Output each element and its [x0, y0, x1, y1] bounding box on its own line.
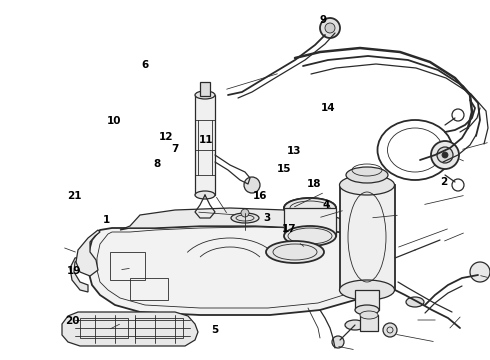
- Text: 18: 18: [306, 179, 321, 189]
- Text: 8: 8: [153, 159, 160, 169]
- Ellipse shape: [266, 241, 324, 263]
- Ellipse shape: [360, 311, 378, 319]
- Text: 9: 9: [320, 15, 327, 25]
- Ellipse shape: [284, 198, 336, 218]
- Polygon shape: [88, 226, 378, 315]
- Ellipse shape: [195, 91, 215, 99]
- Text: 3: 3: [264, 213, 270, 223]
- Bar: [360, 315, 378, 331]
- Bar: [284, 208, 336, 236]
- Text: 10: 10: [106, 116, 121, 126]
- Text: 21: 21: [67, 191, 82, 201]
- Text: 1: 1: [103, 215, 110, 225]
- Text: 13: 13: [287, 146, 301, 156]
- Bar: [200, 82, 210, 96]
- Ellipse shape: [355, 305, 379, 315]
- Polygon shape: [76, 230, 100, 276]
- Circle shape: [442, 152, 448, 158]
- Text: 17: 17: [282, 224, 296, 234]
- Polygon shape: [62, 312, 198, 346]
- Text: 2: 2: [440, 177, 447, 187]
- Ellipse shape: [284, 198, 336, 218]
- Text: 11: 11: [198, 135, 213, 145]
- Text: 12: 12: [158, 132, 173, 142]
- Circle shape: [332, 336, 344, 348]
- Ellipse shape: [346, 167, 388, 183]
- Ellipse shape: [345, 320, 365, 330]
- Text: 16: 16: [252, 191, 267, 201]
- Text: 5: 5: [211, 325, 218, 336]
- Polygon shape: [120, 208, 360, 232]
- Text: 6: 6: [141, 60, 148, 70]
- Ellipse shape: [340, 280, 394, 300]
- Polygon shape: [195, 95, 215, 195]
- Circle shape: [320, 18, 340, 38]
- Bar: [110, 252, 145, 280]
- Circle shape: [244, 177, 260, 193]
- Bar: [355, 290, 379, 310]
- Circle shape: [431, 141, 459, 169]
- Ellipse shape: [231, 213, 259, 223]
- Bar: [340, 185, 395, 290]
- Circle shape: [325, 23, 335, 33]
- Polygon shape: [70, 255, 88, 292]
- Bar: [130, 278, 168, 300]
- Bar: [135, 318, 183, 338]
- Text: 7: 7: [172, 144, 179, 154]
- Circle shape: [437, 147, 453, 163]
- Ellipse shape: [340, 175, 394, 195]
- Circle shape: [241, 209, 249, 217]
- Ellipse shape: [406, 297, 424, 307]
- Text: 20: 20: [65, 316, 80, 326]
- Circle shape: [383, 323, 397, 337]
- Text: 19: 19: [67, 266, 82, 276]
- Text: 14: 14: [321, 103, 336, 113]
- Ellipse shape: [195, 191, 215, 199]
- Ellipse shape: [284, 226, 336, 246]
- Text: 15: 15: [277, 164, 292, 174]
- Bar: [80, 318, 128, 338]
- Circle shape: [470, 262, 490, 282]
- Text: 4: 4: [322, 200, 330, 210]
